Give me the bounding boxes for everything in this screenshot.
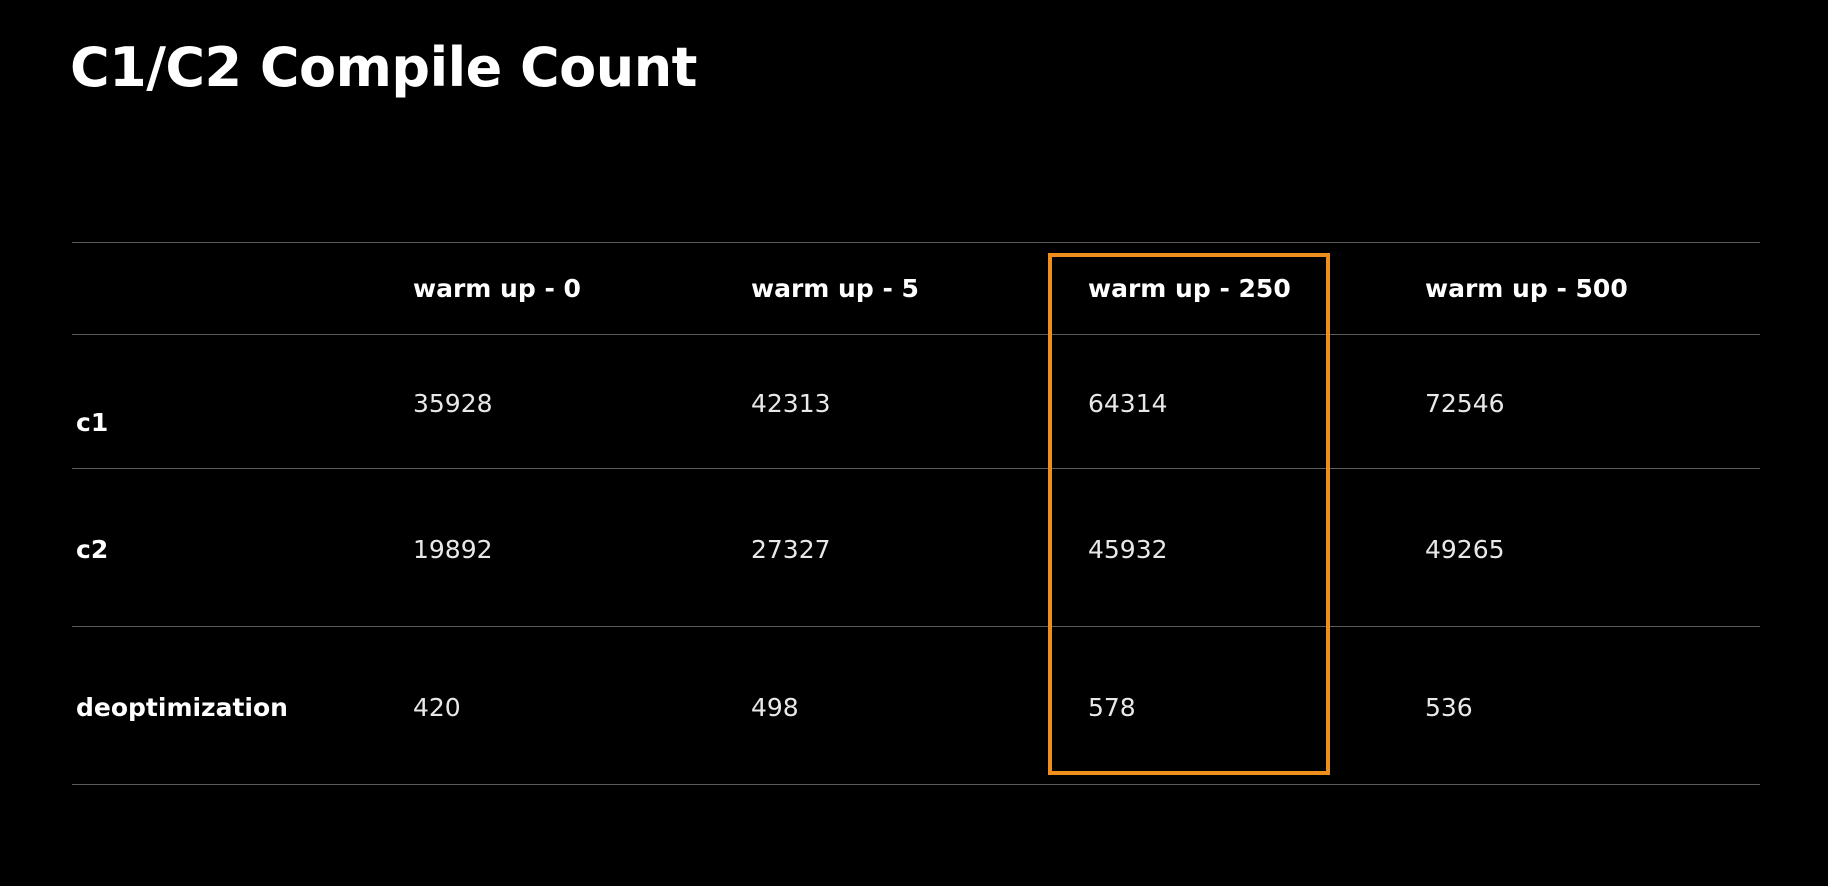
table-rule-top — [72, 242, 1760, 243]
table-cell: 72546 — [1425, 389, 1505, 418]
table-rule-row-2 — [72, 626, 1760, 627]
table-cell: 578 — [1088, 693, 1136, 722]
column-header-warm-up-0: warm up - 0 — [413, 274, 581, 303]
table-cell: 49265 — [1425, 535, 1505, 564]
table-cell: 420 — [413, 693, 461, 722]
column-highlight-box — [1048, 253, 1330, 775]
row-label-deoptimization: deoptimization — [76, 693, 288, 722]
table-rule-bottom — [72, 784, 1760, 785]
table-cell: 498 — [751, 693, 799, 722]
row-label-c2: c2 — [76, 535, 109, 564]
table-rule-header — [72, 334, 1760, 335]
table-cell: 35928 — [413, 389, 493, 418]
slide-title: C1/C2 Compile Count — [70, 36, 697, 99]
table-rule-row-1 — [72, 468, 1760, 469]
table-cell: 27327 — [751, 535, 831, 564]
table-cell: 64314 — [1088, 389, 1168, 418]
table-cell: 536 — [1425, 693, 1473, 722]
column-header-warm-up-500: warm up - 500 — [1425, 274, 1628, 303]
table-cell: 42313 — [751, 389, 831, 418]
row-label-c1: c1 — [76, 408, 109, 437]
column-header-warm-up-250: warm up - 250 — [1088, 274, 1291, 303]
table-cell: 19892 — [413, 535, 493, 564]
table-cell: 45932 — [1088, 535, 1168, 564]
column-header-warm-up-5: warm up - 5 — [751, 274, 919, 303]
